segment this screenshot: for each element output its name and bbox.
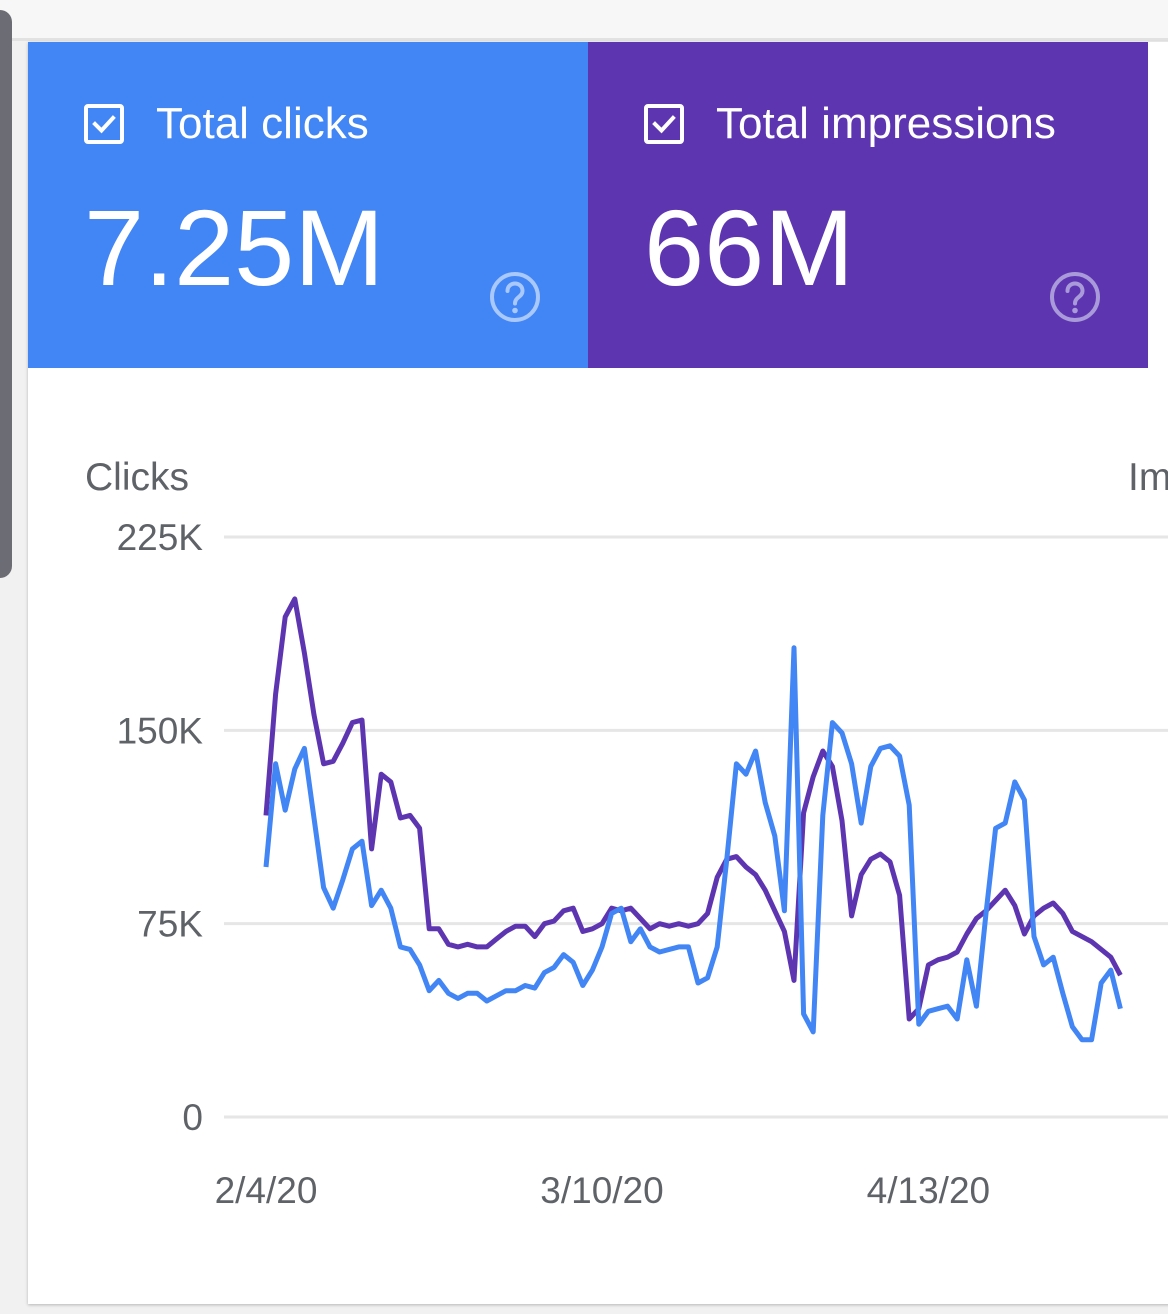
total-impressions-label: Total impressions <box>716 99 1056 148</box>
clicks-series-line[interactable] <box>263 645 1123 1043</box>
checkmark-icon <box>92 115 116 134</box>
x-tick-label: 2/4/20 <box>215 1170 318 1211</box>
y-tick-label: 150K <box>117 710 204 751</box>
help-circle-icon[interactable] <box>488 270 542 324</box>
total-impressions-value: 66M <box>644 187 855 308</box>
total-clicks-label: Total clicks <box>156 99 369 148</box>
left-axis-title: Clicks <box>85 456 189 499</box>
x-tick-label: 3/10/20 <box>540 1170 663 1211</box>
performance-chart[interactable]: Clicks Im 225K 150K 75K 0 2/4/20 3/10/20 4/13… <box>28 42 1168 1304</box>
side-drawer-handle[interactable] <box>0 10 12 578</box>
metric-total-impressions[interactable]: Total impressions 66M <box>588 42 1148 368</box>
x-tick-label: 4/13/20 <box>867 1170 990 1211</box>
help-circle-icon[interactable] <box>1048 270 1102 324</box>
total-clicks-checkbox[interactable] <box>84 104 124 144</box>
right-axis-title: Im <box>1128 456 1168 499</box>
total-impressions-checkbox[interactable] <box>644 104 684 144</box>
y-axis-ticks: 225K 150K 75K 0 <box>117 517 204 1138</box>
y-tick-label: 0 <box>182 1097 203 1138</box>
x-axis-ticks: 2/4/20 3/10/20 4/13/20 <box>215 1170 991 1211</box>
series-lines <box>263 596 1123 1043</box>
top-strip <box>0 0 1168 41</box>
y-tick-label: 75K <box>137 904 203 945</box>
impressions-series-line[interactable] <box>263 596 1123 1022</box>
y-tick-label: 225K <box>117 517 204 558</box>
performance-card: Total clicks 7.25M Total impressions 66M… <box>28 42 1168 1304</box>
metric-total-clicks[interactable]: Total clicks 7.25M <box>28 42 588 368</box>
total-clicks-value: 7.25M <box>84 187 385 308</box>
checkmark-icon <box>652 115 676 134</box>
